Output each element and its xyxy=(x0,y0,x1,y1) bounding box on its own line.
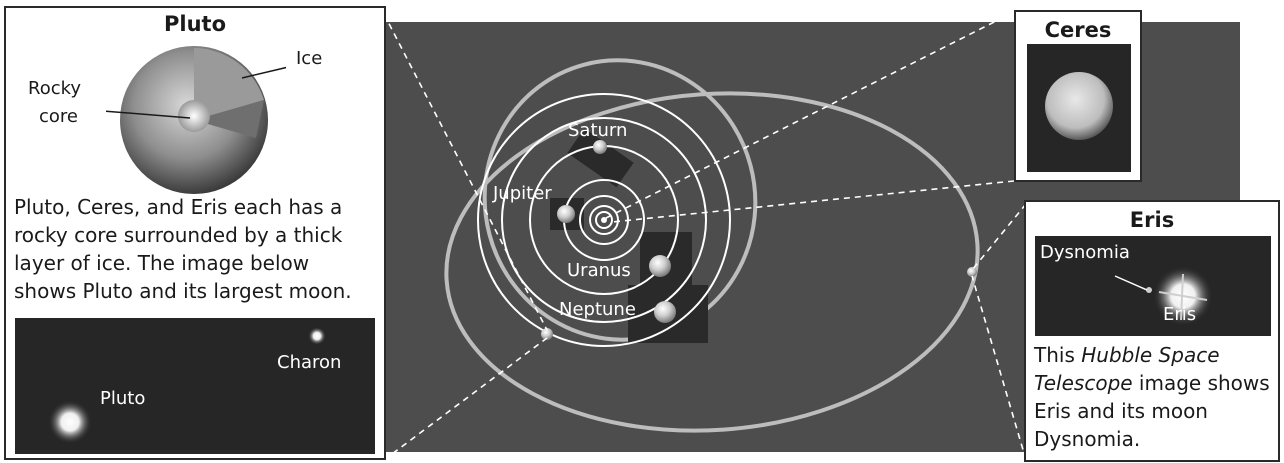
pluto-caption-line-2: rocky core surrounded by a thick xyxy=(14,223,343,247)
ice-pointer xyxy=(241,66,286,79)
ceres-photo xyxy=(1027,44,1131,172)
pluto-cutaway-globe xyxy=(106,46,286,194)
dysnomia-pointer xyxy=(1114,275,1148,291)
eris-caption-line-3: Eris and its moon xyxy=(1034,399,1208,423)
uranus-label: Uranus xyxy=(567,260,631,281)
pluto-caption-line-4: shows Pluto and its largest moon. xyxy=(14,279,352,303)
core-pointer xyxy=(106,110,191,119)
eris-caption-italic-1: Hubble Space xyxy=(1081,343,1220,367)
ice-layer-side xyxy=(194,100,264,138)
eris-caption-line-1: This Hubble Space xyxy=(1034,342,1220,368)
eris-dysnomia-photo: Dysnomia Eris xyxy=(1035,236,1271,336)
pluto-panel: Pluto Ice Rocky core Pluto, Ceres, and E… xyxy=(4,6,386,460)
eris-caption-pre: This xyxy=(1034,343,1082,367)
eris-panel: Eris Dysnomia Eris This Hubble Space Tel… xyxy=(1024,200,1280,462)
rocky-core-icon xyxy=(178,100,210,132)
dysnomia-icon xyxy=(1146,287,1152,293)
pluto-photo-label: Pluto xyxy=(100,388,146,409)
pluto-connector-top xyxy=(383,13,548,331)
saturn-label: Saturn xyxy=(568,120,628,141)
ceres-icon xyxy=(1045,72,1113,140)
neptune-label: Neptune xyxy=(559,299,636,320)
ceres-panel-title: Ceres xyxy=(1044,18,1112,42)
saturn-image-backdrop xyxy=(567,128,634,188)
core-label: core xyxy=(39,106,78,127)
pluto-position-icon xyxy=(541,328,553,340)
neptune-icon xyxy=(654,301,676,323)
neptune-orbit xyxy=(477,93,731,347)
eris-connector-bottom xyxy=(971,275,1027,461)
ceres-panel: Ceres xyxy=(1014,10,1142,182)
eris-connector-top xyxy=(971,203,1027,271)
pluto-caption-line-3: layer of ice. The image below xyxy=(14,251,310,275)
jupiter-icon xyxy=(557,205,575,223)
eris-caption-line-2: Telescope image shows xyxy=(1034,370,1270,396)
uranus-orbit xyxy=(501,117,707,323)
rocky-label: Rocky xyxy=(28,78,82,99)
pluto-connector-bottom xyxy=(383,337,548,461)
ice-label: Ice xyxy=(296,48,323,69)
ceres-connector-top xyxy=(605,11,1015,219)
eris-photo-label: Eris xyxy=(1163,304,1197,325)
eris-orbit xyxy=(444,91,980,433)
eris-caption-line-4: Dysnomia. xyxy=(1034,427,1141,451)
ice-layer-icon xyxy=(194,48,264,120)
saturn-icon xyxy=(593,140,607,154)
uranus-icon xyxy=(649,255,671,277)
jupiter-label: Jupiter xyxy=(493,183,552,204)
pluto-caption-line-1: Pluto, Ceres, and Eris each has a xyxy=(14,195,343,219)
charon-label: Charon xyxy=(277,352,342,373)
pluto-icon xyxy=(48,400,92,444)
inner-orbit-2 xyxy=(589,205,619,235)
dysnomia-label: Dysnomia xyxy=(1040,242,1130,263)
eris-caption-post: image shows xyxy=(1132,371,1270,395)
inner-orbit-1 xyxy=(595,211,613,229)
eris-caption-italic-2: Telescope xyxy=(1034,371,1133,395)
ceres-connector-bottom xyxy=(611,180,1015,223)
pluto-charon-photo: Charon Pluto xyxy=(15,318,375,454)
eris-panel-title: Eris xyxy=(1129,208,1175,232)
pluto-panel-title: Pluto xyxy=(163,12,226,36)
eris-spike-v xyxy=(1180,273,1184,321)
eris-position-icon xyxy=(967,267,977,277)
charon-icon xyxy=(308,327,326,345)
sun-icon xyxy=(601,217,607,223)
connector-lines xyxy=(383,11,1027,461)
